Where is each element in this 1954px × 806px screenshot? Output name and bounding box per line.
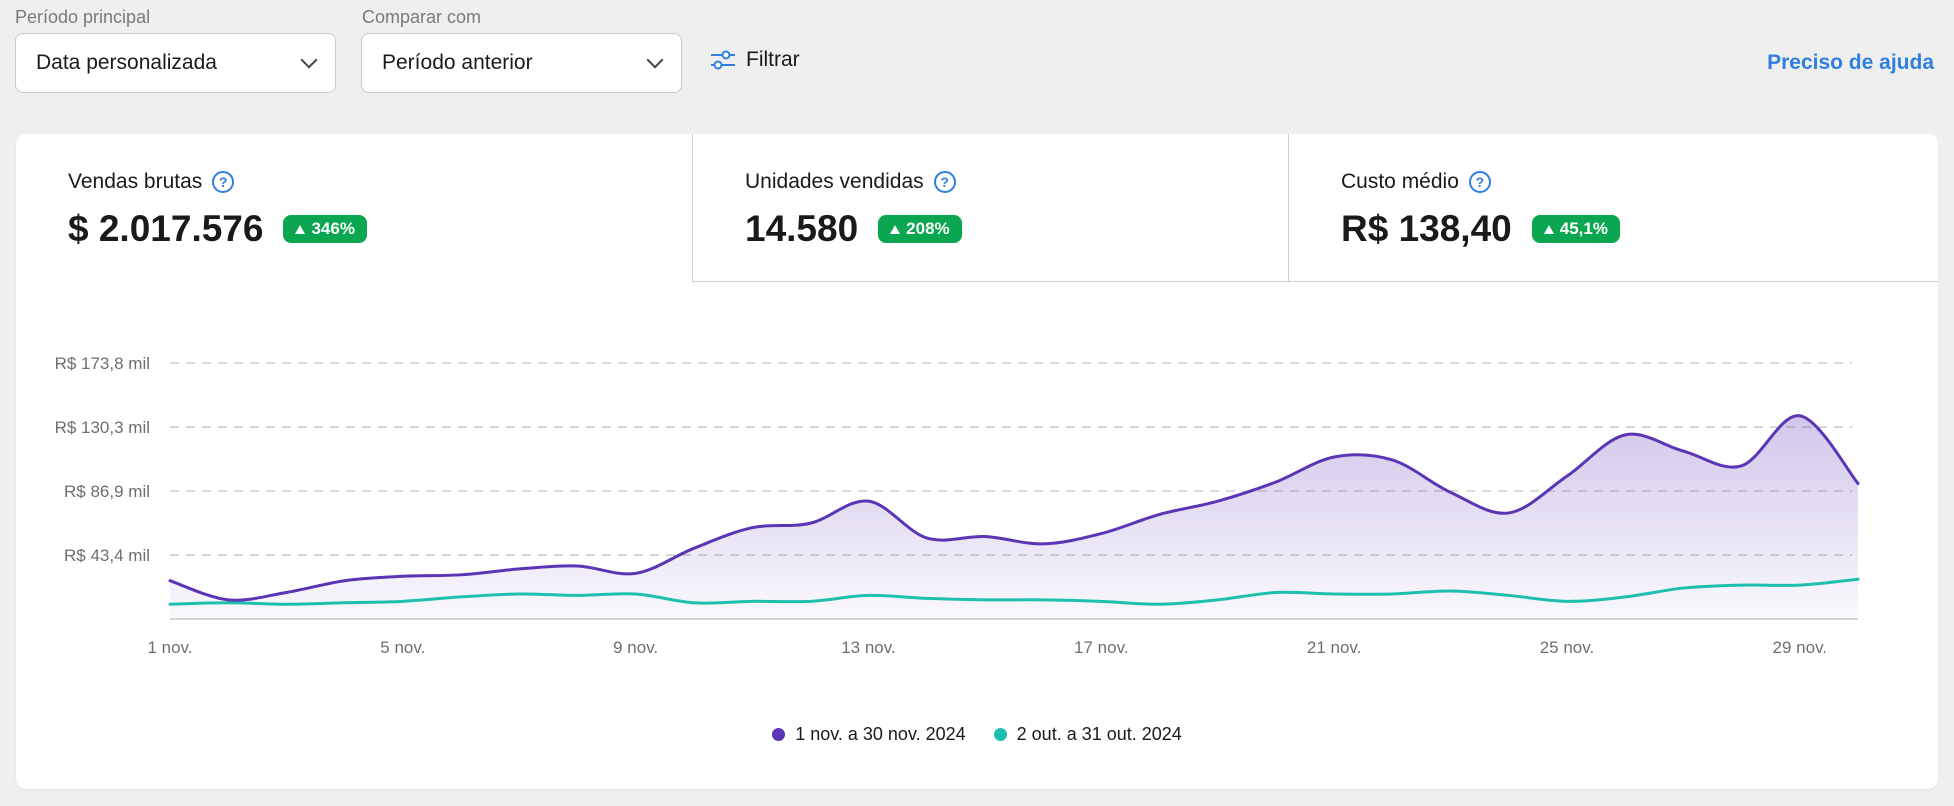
chevron-down-icon	[300, 51, 318, 69]
sliders-icon	[711, 50, 735, 70]
compare-period-select[interactable]: Período anterior	[361, 33, 682, 93]
change-badge: 346%	[283, 215, 367, 243]
change-value: 208%	[906, 219, 950, 238]
filter-label: Filtrar	[746, 48, 800, 71]
primary-period-select[interactable]: Data personalizada	[15, 33, 336, 93]
legend-item-previous[interactable]: 2 out. a 31 out. 2024	[993, 724, 1182, 745]
help-icon[interactable]: ?	[212, 171, 235, 193]
arrow-up-icon	[890, 224, 901, 234]
metric-title: Custo médio	[1341, 170, 1459, 193]
legend-label: 1 nov. a 30 nov. 2024	[795, 724, 966, 744]
change-badge: 208%	[878, 215, 962, 243]
metric-value: R$ 138,40	[1341, 208, 1512, 249]
arrow-up-icon	[1543, 224, 1554, 234]
change-value: 45,1%	[1559, 219, 1608, 238]
primary-period-value: Data personalizada	[36, 51, 217, 74]
y-tick-label: R$ 86,9 mil	[64, 482, 150, 501]
chevron-down-icon	[646, 51, 664, 69]
metric-title: Unidades vendidas	[745, 170, 924, 193]
y-tick-label: R$ 43,4 mil	[64, 546, 150, 565]
x-tick-label: 1 nov.	[147, 638, 192, 657]
sales-card: Vendas brutas ? $ 2.017.576 346% Unidade…	[16, 134, 1938, 789]
metric-units-sold[interactable]: Unidades vendidas ? 14.580 208%	[692, 134, 1288, 282]
x-tick-label: 9 nov.	[613, 638, 658, 657]
legend-dot	[772, 728, 786, 741]
arrow-up-icon	[295, 224, 306, 234]
primary-period-label: Período principal	[15, 7, 151, 27]
help-icon[interactable]: ?	[1468, 171, 1491, 193]
compare-period-value: Período anterior	[382, 51, 533, 74]
metric-value: $ 2.017.576	[68, 208, 264, 249]
x-tick-label: 13 nov.	[841, 638, 896, 657]
compare-period-label: Comparar com	[362, 7, 482, 27]
legend-label: 2 out. a 31 out. 2024	[1016, 724, 1182, 744]
change-value: 346%	[311, 219, 355, 238]
x-tick-label: 25 nov.	[1540, 638, 1595, 657]
x-tick-label: 21 nov.	[1307, 638, 1362, 657]
metric-average-cost[interactable]: Custo médio ? R$ 138,40 45,1%	[1288, 134, 1938, 282]
x-tick-label: 17 nov.	[1074, 638, 1129, 657]
series-line-previous	[168, 577, 1860, 606]
x-tick-label: 29 nov.	[1773, 638, 1828, 657]
chart-legend: 1 nov. a 30 nov. 2024 2 out. a 31 out. 2…	[16, 724, 1938, 745]
y-tick-label: R$ 130,3 mil	[55, 418, 150, 437]
change-badge: 45,1%	[1531, 215, 1620, 243]
filter-button[interactable]: Filtrar	[710, 48, 800, 72]
metric-gross-sales[interactable]: Vendas brutas ? $ 2.017.576 346%	[16, 134, 692, 282]
metric-value: 14.580	[745, 208, 859, 249]
y-tick-label: R$ 173,8 mil	[55, 354, 150, 373]
legend-dot	[993, 728, 1007, 741]
metric-title: Vendas brutas	[68, 170, 203, 193]
x-tick-label: 5 nov.	[380, 638, 425, 657]
legend-item-current[interactable]: 1 nov. a 30 nov. 2024	[772, 724, 966, 745]
help-link[interactable]: Preciso de ajuda	[1767, 51, 1934, 74]
series-line-current	[168, 414, 1860, 602]
help-icon[interactable]: ?	[933, 171, 956, 193]
sales-chart: R$ 43,4 mil R$ 86,9 mil R$ 130,3 mil R$ 173…	[55, 354, 1860, 657]
